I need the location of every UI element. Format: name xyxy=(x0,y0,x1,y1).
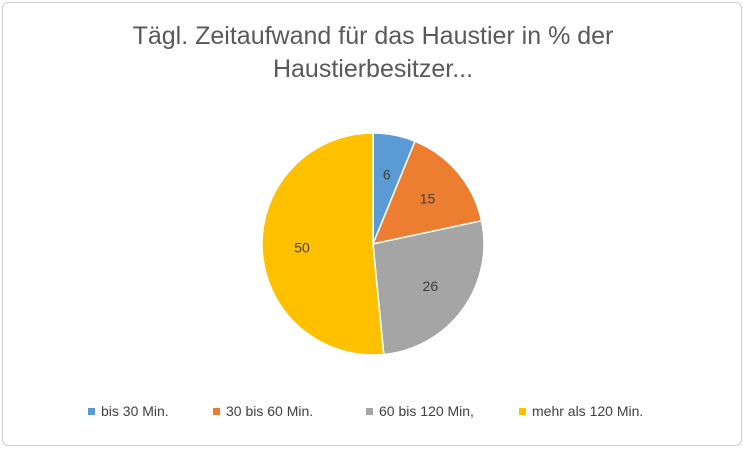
legend-swatch-3 xyxy=(366,407,373,415)
legend-label-4: mehr als 120 Min. xyxy=(532,403,644,419)
slice-value-label-1: 6 xyxy=(383,166,391,182)
legend-item-2: 30 bis 60 Min. xyxy=(213,403,313,419)
pie-slice-4 xyxy=(261,132,385,356)
slice-value-label-2: 15 xyxy=(420,190,436,206)
pie-slice-2 xyxy=(371,140,483,246)
legend-swatch-4 xyxy=(519,407,526,415)
chart-title-line-1: Tägl. Zeitaufwand für das Haustier in % … xyxy=(132,22,614,50)
slice-value-label-3: 26 xyxy=(423,278,439,294)
legend-label-3: 60 bis 120 Min, xyxy=(379,403,474,419)
legend-label-1: bis 30 Min. xyxy=(101,403,169,419)
legend-item-3: 60 bis 120 Min, xyxy=(366,403,474,419)
legend-item-4: mehr als 120 Min. xyxy=(519,403,643,419)
legend-swatch-2 xyxy=(213,407,220,415)
legend-label-2: 30 bis 60 Min. xyxy=(226,403,314,419)
legend-swatch-1 xyxy=(88,407,95,415)
legend: bis 30 Min. 30 bis 60 Min. 60 bis 120 Mi… xyxy=(0,403,746,425)
legend-item-1: bis 30 Min. xyxy=(88,403,169,419)
chart-title-line-2: Haustierbesitzer... xyxy=(272,55,474,83)
chart-title: Tägl. Zeitaufwand für das Haustier in % … xyxy=(0,20,746,86)
pie-slice-3 xyxy=(372,219,485,356)
slice-value-label-4: 50 xyxy=(294,239,310,255)
